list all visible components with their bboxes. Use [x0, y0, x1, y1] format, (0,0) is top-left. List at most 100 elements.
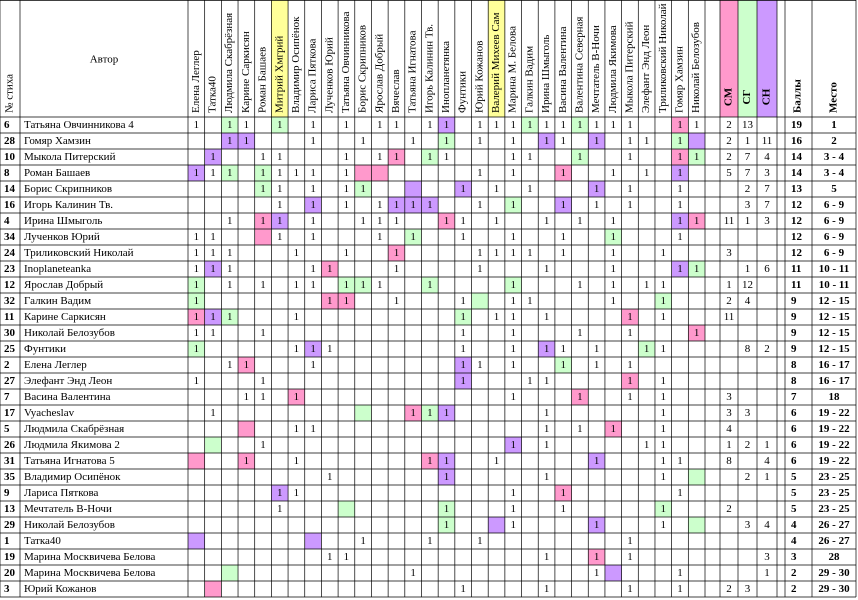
vote: 1 — [694, 119, 700, 131]
row-number: 27 — [4, 375, 16, 387]
cell-fill — [421, 197, 439, 213]
vote: 1 — [344, 247, 350, 259]
row-place: 23 - 25 — [818, 503, 850, 515]
row-sn: 4 — [764, 455, 770, 467]
cell-fill — [254, 181, 272, 197]
cell-fill — [454, 181, 472, 197]
row-author: Vyacheslav — [24, 407, 75, 419]
cell-fill — [588, 549, 605, 565]
vote: 1 — [394, 263, 400, 275]
vote: 1 — [344, 551, 350, 563]
row-author: Мыкола Питерский — [24, 151, 116, 163]
vote: 1 — [544, 135, 550, 147]
row-place: 3 - 4 — [824, 151, 845, 163]
vote: 1 — [544, 343, 550, 355]
vote: 1 — [427, 535, 433, 547]
vote: 1 — [510, 295, 516, 307]
vote: 1 — [294, 247, 300, 259]
vote: 1 — [544, 423, 550, 435]
header-voter: Борис Скрипников — [357, 25, 369, 113]
row-place: 28 — [829, 551, 841, 563]
row-sg: 4 — [745, 295, 751, 307]
cell-fill — [688, 213, 705, 229]
vote: 1 — [477, 535, 483, 547]
header-voter: Валерий Михеев Сам — [490, 12, 502, 113]
cell-fill — [421, 453, 439, 469]
row-place: 6 - 9 — [824, 199, 845, 211]
cell-fill — [188, 165, 205, 181]
row-place: 23 - 25 — [818, 471, 850, 483]
vote: 1 — [194, 375, 200, 387]
vote: 1 — [427, 279, 433, 291]
cell-fill — [688, 261, 705, 277]
row-sn: 1 — [764, 471, 770, 483]
vote: 1 — [410, 135, 416, 147]
vote: 1 — [677, 167, 683, 179]
cell-fill — [588, 181, 605, 197]
cell-fill — [538, 341, 555, 357]
vote: 1 — [244, 119, 250, 131]
row-place: 29 - 30 — [818, 583, 850, 595]
vote: 1 — [494, 455, 500, 467]
vote: 1 — [510, 439, 516, 451]
vote: 1 — [377, 119, 383, 131]
header-voter: Фунтики — [457, 71, 469, 113]
cell-fill — [388, 149, 405, 165]
vote: 1 — [210, 231, 216, 243]
vote: 1 — [661, 519, 667, 531]
cell-fill — [388, 245, 405, 261]
row-place: 18 — [829, 391, 841, 403]
header-fill — [271, 0, 289, 117]
vote: 1 — [560, 231, 566, 243]
vote: 1 — [577, 151, 583, 163]
row-place: 6 - 9 — [824, 247, 845, 259]
cell-fill — [438, 453, 455, 469]
vote: 1 — [260, 215, 266, 227]
row-sm: 3 — [726, 247, 732, 259]
vote: 1 — [444, 215, 450, 227]
vote: 1 — [460, 215, 466, 227]
vote: 1 — [661, 343, 667, 355]
vote: 1 — [460, 231, 466, 243]
vote: 1 — [677, 151, 683, 163]
vote: 1 — [310, 423, 316, 435]
row-place: 19 - 22 — [818, 455, 850, 467]
row-sg: 3 — [745, 519, 751, 531]
cell-fill — [238, 357, 255, 373]
row-number: 28 — [4, 135, 16, 147]
row-score: 5 — [791, 503, 797, 515]
cell-fill — [438, 405, 455, 421]
vote: 1 — [560, 487, 566, 499]
vote: 1 — [611, 279, 617, 291]
row-author: Татьяна Овчинникова 4 — [24, 119, 134, 131]
vote: 1 — [460, 583, 466, 595]
vote: 1 — [661, 279, 667, 291]
row-number: 4 — [4, 215, 10, 227]
row-score: 8 — [791, 359, 797, 371]
vote: 1 — [661, 247, 667, 259]
vote: 1 — [627, 551, 633, 563]
vote: 1 — [327, 471, 333, 483]
vote: 1 — [294, 487, 300, 499]
row-score: 6 — [791, 439, 797, 451]
row-sn: 3 — [764, 551, 770, 563]
row-sg: 12 — [742, 279, 753, 291]
cell-fill — [421, 277, 439, 293]
vote: 1 — [227, 311, 233, 323]
vote: 1 — [444, 503, 450, 515]
cell-fill — [204, 149, 222, 165]
cell-fill — [188, 453, 205, 469]
vote: 1 — [677, 183, 683, 195]
vote: 1 — [427, 455, 433, 467]
header-voter: Элефант Энд Леон — [640, 25, 652, 113]
vote: 1 — [260, 167, 266, 179]
vote: 1 — [627, 183, 633, 195]
row-sm: 3 — [726, 391, 732, 403]
row-number: 2 — [4, 359, 10, 371]
row-sm: 1 — [726, 439, 732, 451]
vote: 1 — [394, 247, 400, 259]
vote: 1 — [510, 503, 516, 515]
vote: 1 — [277, 151, 283, 163]
cell-fill — [338, 293, 355, 309]
